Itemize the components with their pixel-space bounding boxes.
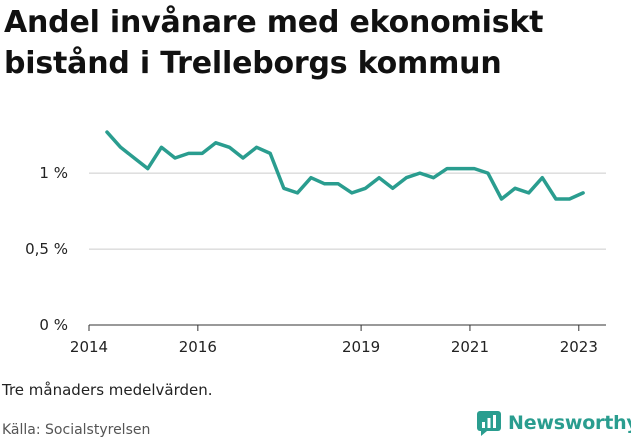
x-tick-label: 2023 (560, 338, 598, 356)
newsworthy-logo-icon (477, 411, 501, 436)
y-tick-label: 0,5 % (25, 240, 68, 258)
brand-name: Newsworthy (508, 412, 631, 434)
title-line-2: bistånd i Trelleborgs kommun (4, 46, 502, 81)
chart-title: Andel invånare med ekonomiskt bistånd i … (4, 2, 624, 84)
x-tick-label: 2014 (70, 338, 108, 356)
y-tick-label: 1 % (39, 164, 68, 182)
y-tick-label: 0 % (39, 316, 68, 334)
x-tick-label: 2016 (179, 338, 217, 356)
x-tick-label: 2019 (342, 338, 380, 356)
title-line-1: Andel invånare med ekonomiskt (4, 5, 544, 40)
brand-logo[interactable]: Newsworthy (476, 409, 631, 437)
x-tick-label: 2021 (451, 338, 489, 356)
chart-note: Tre månaders medelvärden. (2, 381, 213, 399)
source-label: Källa: Socialstyrelsen (2, 422, 151, 438)
series-line (105, 130, 585, 201)
